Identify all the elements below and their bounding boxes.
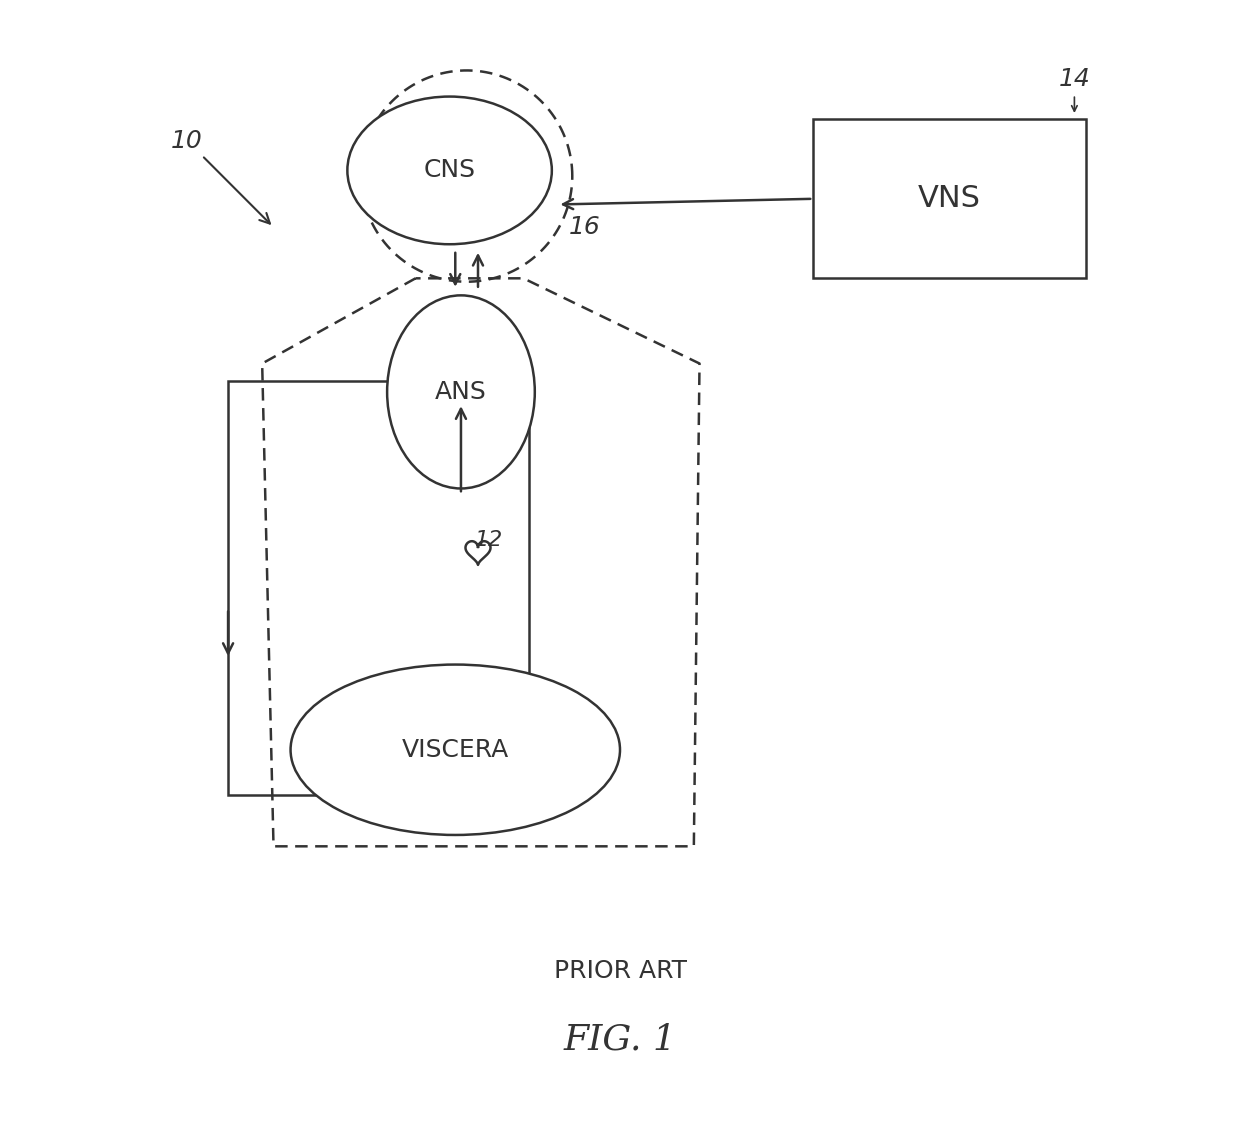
- Text: PRIOR ART: PRIOR ART: [553, 959, 687, 984]
- Bar: [228, 381, 529, 795]
- Text: VNS: VNS: [918, 184, 981, 214]
- Polygon shape: [465, 541, 491, 565]
- Bar: [813, 119, 1086, 278]
- Ellipse shape: [347, 97, 552, 244]
- Text: 12: 12: [475, 529, 503, 550]
- Text: FIG. 1: FIG. 1: [563, 1022, 677, 1056]
- Ellipse shape: [290, 665, 620, 835]
- Text: CNS: CNS: [424, 158, 476, 183]
- Text: VISCERA: VISCERA: [402, 737, 508, 762]
- Text: ANS: ANS: [435, 379, 487, 404]
- Ellipse shape: [387, 295, 534, 488]
- Text: 14: 14: [1059, 67, 1090, 91]
- Text: 16: 16: [569, 215, 600, 240]
- Text: 10: 10: [171, 128, 270, 224]
